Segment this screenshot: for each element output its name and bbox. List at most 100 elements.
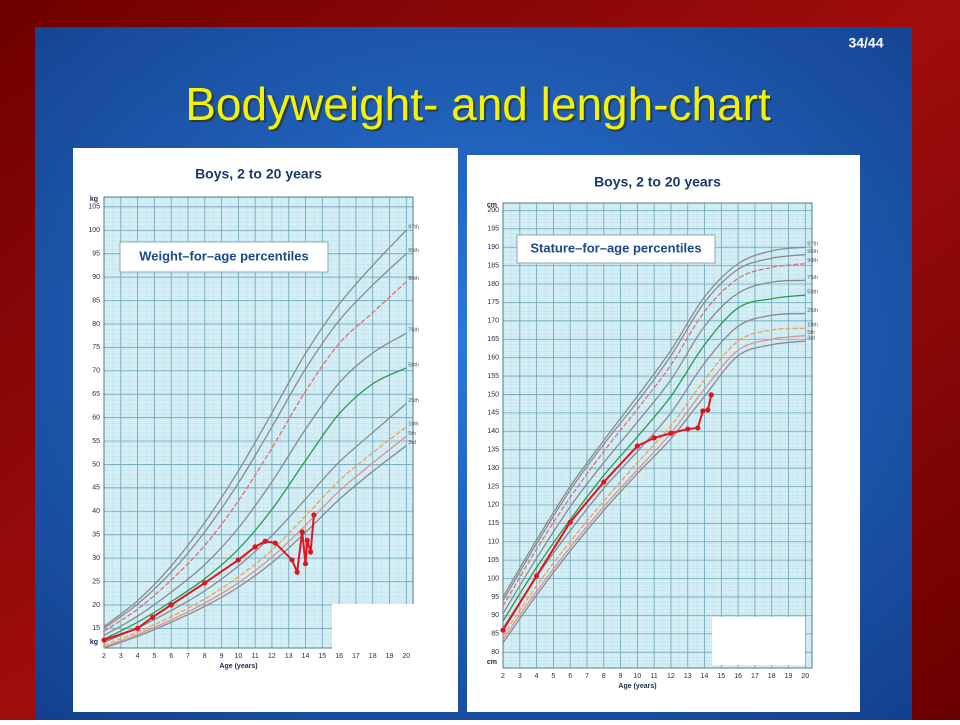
y-tick-label: 125 [487, 483, 499, 490]
x-tick-label: 18 [369, 653, 377, 660]
y-tick-label: 70 [92, 368, 100, 375]
y-axis-unit: cm [487, 659, 497, 666]
y-tick-label: 100 [487, 575, 499, 582]
chart-title: Boys, 2 to 20 years [195, 166, 322, 182]
patient-point [134, 625, 141, 631]
patient-line [103, 514, 315, 641]
patient-point [304, 537, 310, 543]
y-tick-label: 115 [488, 520, 499, 527]
percentile-label: 97th [408, 225, 419, 231]
x-tick-label: 13 [684, 673, 692, 680]
chart-subtitle: Weight–for–age percentiles [139, 248, 309, 263]
patient-point [708, 392, 714, 398]
y-tick-label: 105 [487, 557, 499, 564]
y-tick-label: 100 [88, 227, 100, 234]
y-tick-label: 120 [487, 502, 499, 509]
y-tick-label: 160 [487, 354, 499, 361]
y-tick-label: 30 [92, 555, 100, 562]
x-tick-label: 15 [318, 653, 326, 660]
patient-point [299, 529, 305, 535]
x-tick-label: 4 [136, 653, 140, 660]
percentile-curve [502, 312, 806, 629]
percentile-curve [502, 253, 806, 601]
patient-point [685, 426, 691, 432]
y-tick-label: 150 [487, 391, 499, 398]
y-axis-unit: cm [487, 202, 497, 209]
patient-point [700, 408, 706, 414]
minor-grid [503, 203, 812, 668]
percentile-label: 10th [807, 323, 818, 329]
y-tick-label: 170 [487, 318, 499, 325]
x-tick-label: 15 [717, 673, 725, 680]
patient-point [533, 573, 540, 579]
y-tick-label: 165 [487, 336, 499, 343]
y-tick-label: 140 [487, 428, 499, 435]
percentile-curve [103, 367, 407, 640]
x-tick-label: 13 [285, 653, 293, 660]
patient-point [302, 561, 309, 567]
y-tick-label: 25 [92, 578, 100, 585]
x-tick-label: 12 [268, 653, 276, 660]
percentile-curve [103, 426, 407, 646]
x-tick-label: 16 [734, 673, 742, 680]
x-tick-label: 7 [186, 653, 190, 660]
x-tick-label: 8 [602, 673, 606, 680]
x-tick-label: 7 [585, 673, 589, 680]
percentile-curve [103, 445, 407, 649]
x-tick-label: 4 [535, 673, 539, 680]
patient-point [262, 538, 268, 544]
x-tick-label: 17 [352, 653, 360, 660]
x-tick-label: 12 [667, 673, 675, 680]
percentile-label: 5th [408, 431, 416, 437]
y-tick-label: 95 [92, 251, 100, 258]
x-tick-label: 5 [152, 653, 156, 660]
y-tick-label: 60 [92, 414, 100, 421]
x-tick-label: 19 [785, 673, 793, 680]
chart-title: Boys, 2 to 20 years [594, 174, 721, 190]
x-tick-label: 3 [518, 673, 522, 680]
percentile-curve [502, 246, 806, 598]
patient-point [500, 627, 506, 633]
y-tick-label: 40 [92, 508, 100, 515]
patient-point [235, 557, 241, 563]
y-tick-label: 55 [92, 438, 100, 445]
y-tick-label: 185 [487, 262, 499, 269]
legend-box [119, 241, 329, 273]
patient-point [601, 479, 607, 485]
y-tick-label: 135 [487, 447, 499, 454]
x-tick-label: 14 [701, 673, 709, 680]
x-tick-label: 11 [651, 673, 658, 680]
y-tick-label: 75 [92, 344, 100, 351]
percentile-curve [502, 327, 806, 636]
y-tick-label: 20 [92, 602, 100, 609]
percentile-label: 50th [807, 289, 818, 295]
y-tick-label: 145 [487, 410, 499, 417]
patient-point [289, 557, 295, 563]
y-tick-label: 80 [92, 321, 100, 328]
legend-box [516, 234, 716, 264]
patient-point [150, 614, 156, 620]
title-shadow: Bodyweight- and lengh-chart [187, 80, 773, 132]
patient-point [252, 544, 258, 550]
slide-number: 34/44 [848, 35, 883, 51]
patient-point [695, 425, 701, 431]
x-tick-label: 20 [801, 673, 809, 680]
percentile-label: 95th [408, 248, 419, 254]
percentile-curve [103, 332, 407, 636]
x-tick-label: 16 [335, 653, 343, 660]
x-tick-label: 2 [501, 673, 505, 680]
blank-box [712, 617, 805, 665]
y-tick-label: 200 [487, 207, 499, 214]
y-tick-label: 65 [92, 391, 100, 398]
percentile-label: 5th [807, 330, 815, 336]
x-tick-label: 9 [220, 653, 224, 660]
y-tick-label: 35 [92, 532, 100, 539]
patient-point [168, 602, 174, 608]
y-tick-label: 90 [92, 274, 100, 281]
y-tick-label: 45 [92, 485, 100, 492]
y-tick-label: 85 [92, 297, 100, 304]
x-tick-label: 8 [203, 653, 207, 660]
patient-point [668, 430, 674, 436]
y-tick-label: 130 [487, 465, 499, 472]
